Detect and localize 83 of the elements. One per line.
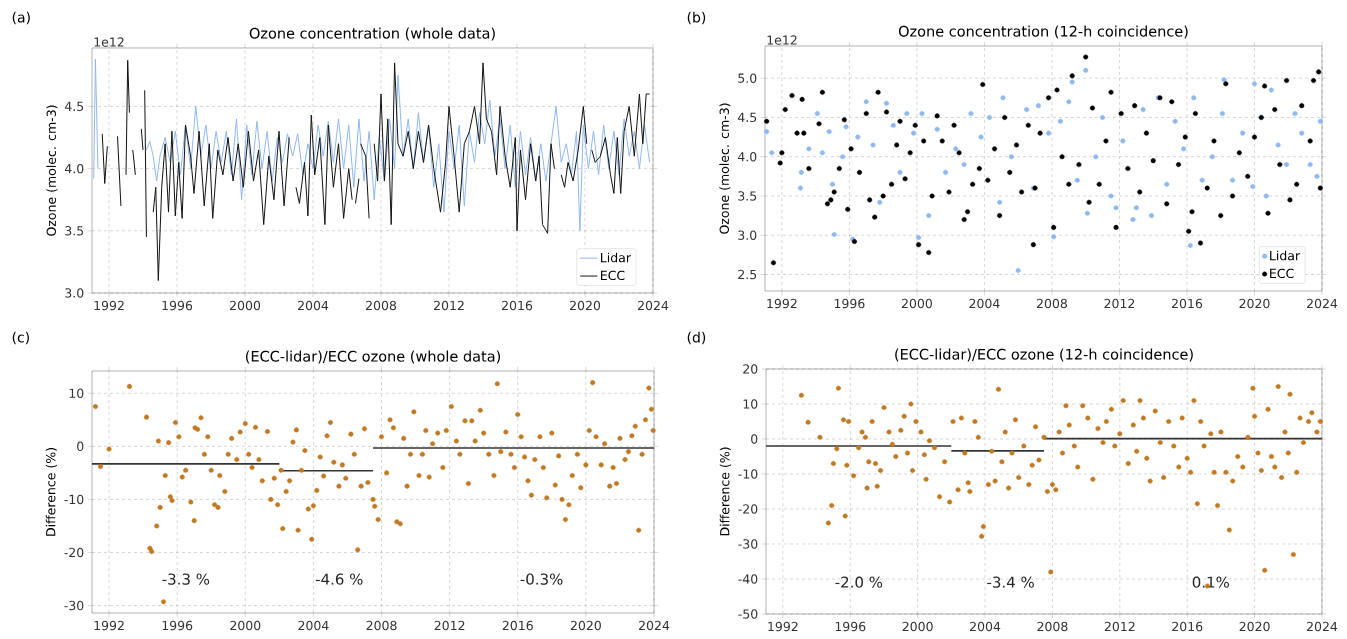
y-tick-label: -30 <box>64 600 84 611</box>
y-tick-label: -20 <box>64 547 84 558</box>
y-tick-label: 4.0 <box>64 163 84 174</box>
y-tick-label: -50 <box>738 609 758 619</box>
legend-label: Lidar <box>601 252 631 263</box>
annotation: -3.3 % <box>162 573 210 585</box>
x-tick-label: 2000 <box>230 620 261 631</box>
x-tick-label: 2008 <box>366 620 397 631</box>
chart-title: Ozone concentration (whole data) <box>249 27 495 41</box>
chart-title: (ECC-lidar)/ECC ozone (12-h coincidence) <box>895 348 1193 362</box>
x-tick-label: 2000 <box>902 621 933 632</box>
text: (a) <box>12 11 30 25</box>
x-tick-label: 2004 <box>298 300 329 311</box>
chart-title: Ozone concentration (12-h coincidence) <box>898 25 1188 39</box>
x-tick-label: 2004 <box>298 620 329 631</box>
x-tick-label: 2012 <box>1104 298 1135 309</box>
x-tick-label: 1996 <box>162 620 193 631</box>
x-tick-label: 2024 <box>1307 621 1338 632</box>
x-tick-label: 2016 <box>1171 298 1203 309</box>
x-tick-label: 1992 <box>768 621 798 632</box>
y-tick-label: 2.5 <box>738 269 757 280</box>
x-tick-label: 1996 <box>834 298 865 309</box>
x-tick-label: 1992 <box>767 298 797 309</box>
y-axis-title: Ozone (molec. cm-3) <box>46 105 58 236</box>
legend-label: Lidar <box>1270 250 1301 261</box>
annotation: -3.4 % <box>987 576 1034 588</box>
annotation: -0.3% <box>520 573 563 585</box>
x-tick-label: 2020 <box>570 300 601 311</box>
x-tick-label: 2008 <box>366 300 397 311</box>
y-axis-title: Difference (%) <box>719 447 731 536</box>
x-tick-label: 2016 <box>1172 621 1203 632</box>
text: (d) <box>687 331 706 345</box>
x-tick-label: 2004 <box>969 298 1000 309</box>
chart-title: (ECC-lidar)/ECC ozone (whole data) <box>246 350 501 364</box>
y-tick-label: -10 <box>64 494 84 505</box>
x-tick-label: 2004 <box>970 621 1001 632</box>
x-tick-label: 1992 <box>94 300 124 311</box>
y-tick-label: 20 <box>743 364 758 374</box>
y-tick-label: 4.5 <box>64 101 84 112</box>
x-tick-label: 1996 <box>162 300 193 311</box>
y-axis-title: Ozone (molec. cm-3) <box>719 103 731 234</box>
x-tick-label: 2024 <box>639 620 670 631</box>
x-tick-label: 2012 <box>1104 621 1135 632</box>
x-tick-label: 2008 <box>1036 298 1067 309</box>
y-tick-label: -10 <box>738 469 758 479</box>
x-tick-label: 2016 <box>502 620 533 631</box>
y-tick-label: 10 <box>743 399 758 409</box>
x-tick-label: 2020 <box>1239 298 1270 309</box>
x-tick-label: 2024 <box>1307 298 1338 309</box>
y-tick-label: 0 <box>77 441 84 452</box>
text: (b) <box>687 11 706 25</box>
x-tick-label: 2012 <box>434 620 465 631</box>
x-tick-label: 2008 <box>1037 621 1068 632</box>
x-tick-label: 1992 <box>94 620 124 631</box>
x-tick-label: 2024 <box>638 300 669 311</box>
annotation: -2.0 % <box>835 576 883 588</box>
x-tick-label: 1996 <box>835 621 866 632</box>
y-tick-label: -20 <box>738 504 758 514</box>
x-tick-label: 2016 <box>502 300 533 311</box>
annotation: -4.6 % <box>315 573 363 585</box>
y-tick-label: -30 <box>738 539 758 549</box>
y-tick-label: 4.0 <box>737 151 757 162</box>
x-tick-label: 2000 <box>901 298 932 309</box>
annotation: 0.1% <box>1192 576 1230 588</box>
legend-label: ECC <box>601 270 625 281</box>
text: (c) <box>12 331 29 345</box>
y-tick-label: 3.5 <box>738 191 757 201</box>
text: 1e12 <box>767 35 797 45</box>
y-tick-label: 10 <box>69 388 84 398</box>
y-tick-label: 4.5 <box>737 112 757 123</box>
y-tick-label: 3.5 <box>65 226 84 236</box>
y-tick-label: -40 <box>738 574 758 584</box>
x-tick-label: 2000 <box>230 300 261 311</box>
y-axis-title: Difference (%) <box>45 448 57 536</box>
y-tick-label: 0 <box>751 434 758 444</box>
x-tick-label: 2020 <box>570 620 601 631</box>
y-tick-label: 3.0 <box>65 288 84 298</box>
y-tick-label: 3.0 <box>738 230 757 240</box>
legend-label: ECC <box>1270 268 1294 279</box>
y-tick-label: 5.0 <box>738 73 757 83</box>
x-tick-label: 2012 <box>434 300 464 311</box>
x-tick-label: 2020 <box>1239 621 1270 632</box>
text: 1e12 <box>94 37 124 47</box>
